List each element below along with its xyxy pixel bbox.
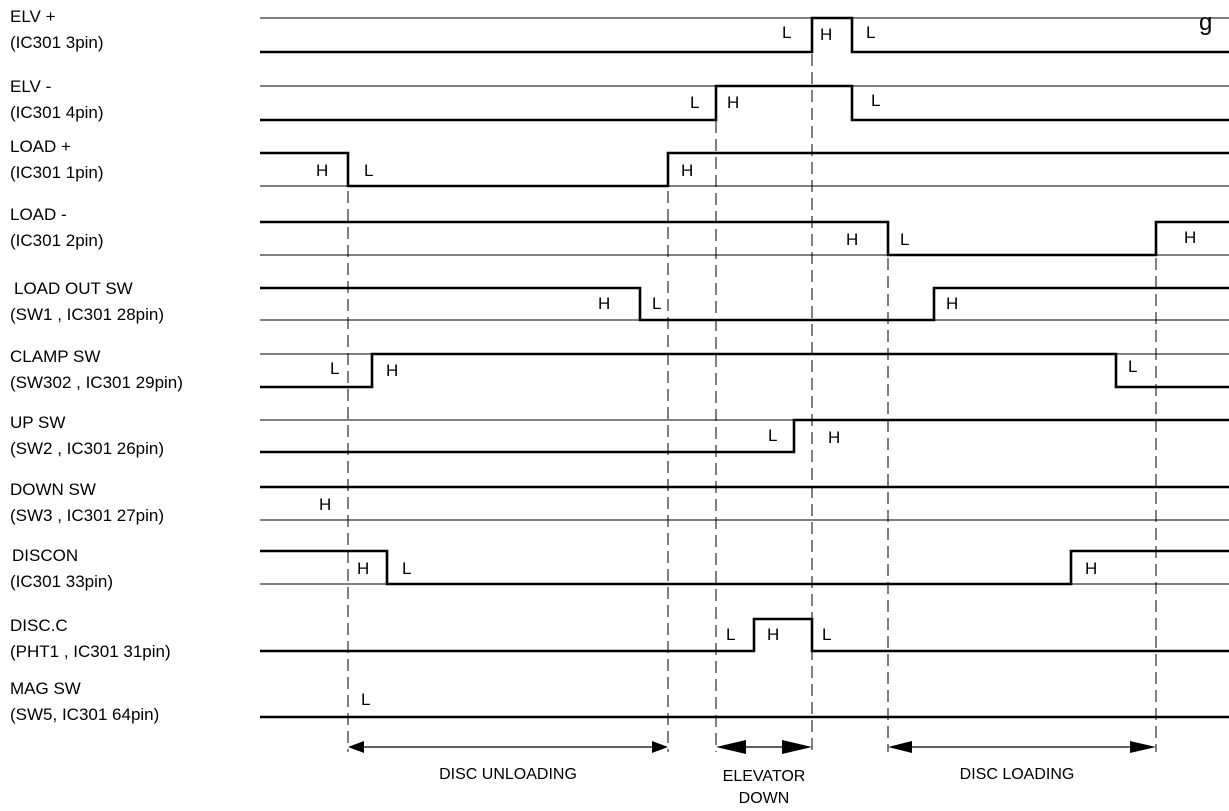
signal-up-sw: UP SW (SW2 , IC301 26pin) L H bbox=[10, 413, 1229, 458]
state-label: L bbox=[900, 230, 909, 249]
state-label: L bbox=[402, 559, 411, 578]
signal-source: (SW3 , IC301 27pin) bbox=[10, 506, 164, 525]
signal-clamp-sw: CLAMP SW (SW302 , IC301 29pin) L H L bbox=[10, 347, 1229, 392]
waveform bbox=[260, 286, 1229, 322]
corner-fragment: g bbox=[1199, 9, 1212, 36]
arrowhead-left-icon bbox=[716, 740, 746, 754]
signal-source: (IC301 4pin) bbox=[10, 103, 104, 122]
signal-load-out-sw: LOAD OUT SW (SW1 , IC301 28pin) H L H bbox=[10, 279, 1229, 324]
state-label: H bbox=[767, 625, 779, 644]
signal-name: MAG SW bbox=[10, 679, 81, 698]
signal-source: (SW5, IC301 64pin) bbox=[10, 705, 159, 724]
waveform bbox=[260, 418, 1229, 454]
state-label: H bbox=[946, 294, 958, 313]
signal-load-minus: LOAD - (IC301 2pin) H L H bbox=[10, 205, 1229, 257]
signal-source: (IC301 1pin) bbox=[10, 163, 104, 182]
state-label: L bbox=[768, 426, 777, 445]
state-label: H bbox=[820, 25, 832, 44]
signal-name: DISC.C bbox=[10, 616, 68, 635]
state-label: L bbox=[726, 625, 735, 644]
signal-load-plus: LOAD + (IC301 1pin) H L H bbox=[10, 137, 1229, 188]
waveform bbox=[260, 617, 1229, 653]
signal-name: ELV + bbox=[10, 7, 56, 26]
signal-name: DISCON bbox=[12, 546, 78, 565]
signal-source: (SW302 , IC301 29pin) bbox=[10, 373, 183, 392]
state-label: H bbox=[1184, 228, 1196, 247]
signal-name: UP SW bbox=[10, 413, 65, 432]
state-label: L bbox=[782, 23, 791, 42]
waveform bbox=[260, 220, 1229, 257]
phase-boundary-guides bbox=[347, 18, 1157, 752]
phase-elevator-down: ELEVATOR DOWN bbox=[716, 740, 812, 807]
phase-disc-loading: DISC LOADING bbox=[888, 741, 1156, 783]
state-label: H bbox=[846, 230, 858, 249]
signal-name: LOAD - bbox=[10, 205, 67, 224]
state-label: H bbox=[681, 161, 693, 180]
state-label: L bbox=[871, 91, 880, 110]
state-label: H bbox=[319, 495, 331, 514]
state-label: H bbox=[1085, 559, 1097, 578]
waveform bbox=[260, 84, 1229, 122]
arrowhead-right-icon bbox=[782, 740, 812, 754]
signal-name: LOAD OUT SW bbox=[14, 279, 133, 298]
signal-down-sw: DOWN SW (SW3 , IC301 27pin) H bbox=[10, 480, 1229, 525]
signal-name: LOAD + bbox=[10, 137, 71, 156]
signal-name: ELV - bbox=[10, 77, 51, 96]
phase-label: DOWN bbox=[739, 790, 790, 807]
waveform bbox=[260, 352, 1229, 389]
state-label: H bbox=[598, 294, 610, 313]
phase-disc-unloading: DISC UNLOADING bbox=[348, 741, 668, 783]
phase-label: ELEVATOR bbox=[723, 768, 806, 785]
signal-source: (SW2 , IC301 26pin) bbox=[10, 439, 164, 458]
state-label: L bbox=[330, 359, 339, 378]
state-label: L bbox=[690, 93, 699, 112]
waveform bbox=[260, 151, 1229, 188]
signal-name: DOWN SW bbox=[10, 480, 96, 499]
signal-source: (SW1 , IC301 28pin) bbox=[10, 305, 164, 324]
signal-name: CLAMP SW bbox=[10, 347, 100, 366]
arrowhead-right-icon bbox=[1130, 741, 1156, 753]
phase-label: DISC UNLOADING bbox=[439, 766, 577, 783]
arrowhead-right-icon bbox=[652, 741, 668, 753]
phase-label: DISC LOADING bbox=[960, 766, 1075, 783]
arrowhead-left-icon bbox=[888, 741, 912, 753]
state-label: H bbox=[727, 93, 739, 112]
waveform bbox=[260, 549, 1229, 586]
state-label: L bbox=[364, 161, 373, 180]
state-label: H bbox=[828, 428, 840, 447]
signal-source: (IC301 33pin) bbox=[10, 572, 113, 591]
state-label: H bbox=[357, 559, 369, 578]
state-label: L bbox=[652, 294, 661, 313]
state-label: L bbox=[822, 625, 831, 644]
signal-discon: DISCON (IC301 33pin) H L H bbox=[10, 546, 1229, 591]
signal-source: (PHT1 , IC301 31pin) bbox=[10, 642, 171, 661]
state-label: H bbox=[386, 361, 398, 380]
state-label: L bbox=[361, 690, 370, 709]
state-label: L bbox=[866, 23, 875, 42]
signal-mag-sw: MAG SW (SW5, IC301 64pin) L bbox=[10, 679, 1229, 724]
signal-source: (IC301 2pin) bbox=[10, 231, 104, 250]
signal-elv-minus: ELV - (IC301 4pin) L H L bbox=[10, 77, 1229, 122]
signal-elv-plus: ELV + (IC301 3pin) L H L bbox=[10, 7, 1229, 54]
signal-disc-c: DISC.C (PHT1 , IC301 31pin) L H L bbox=[10, 616, 1229, 661]
waveform bbox=[260, 16, 1229, 54]
signal-source: (IC301 3pin) bbox=[10, 33, 104, 52]
state-label: H bbox=[316, 161, 328, 180]
arrowhead-left-icon bbox=[348, 741, 364, 753]
state-label: L bbox=[1128, 357, 1137, 376]
